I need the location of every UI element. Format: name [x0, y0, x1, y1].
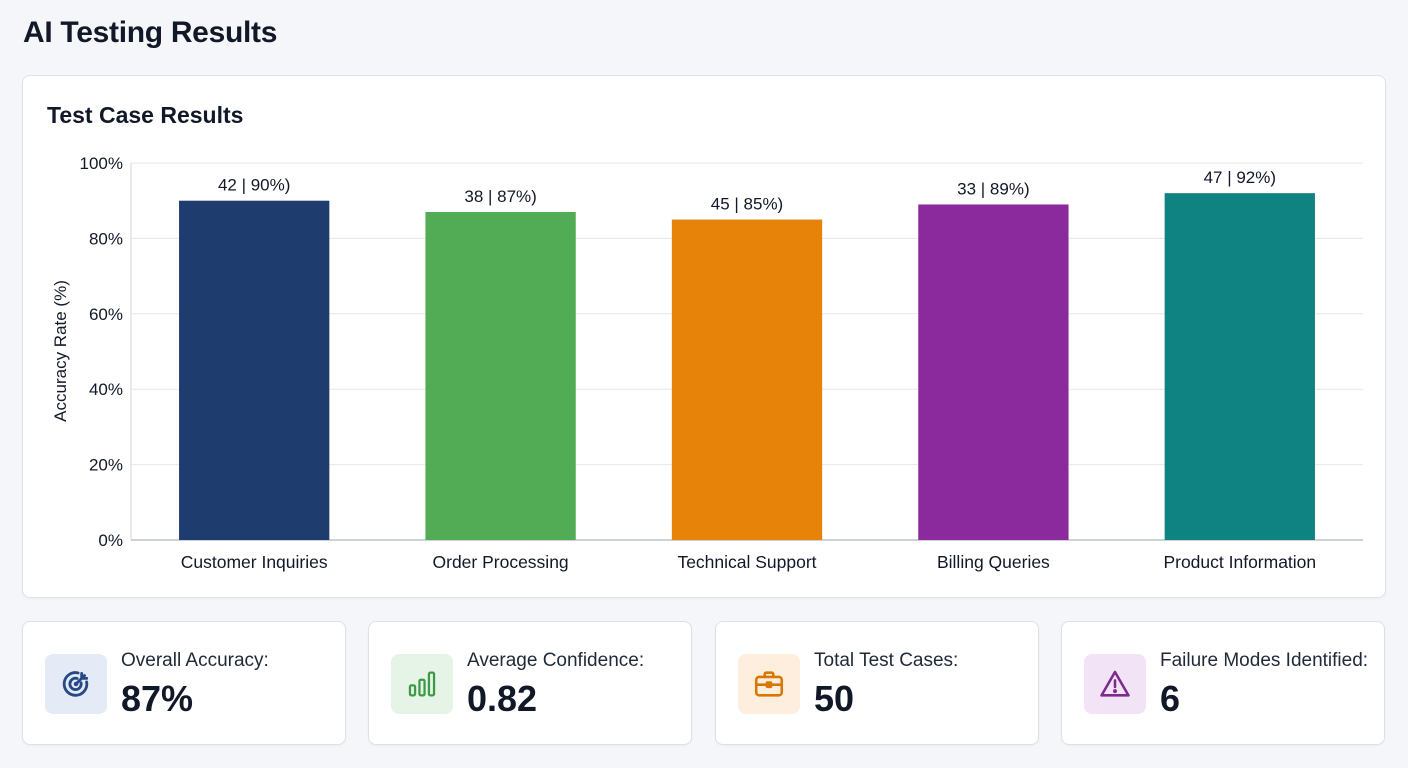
- bar-technical-support: [671, 219, 823, 541]
- stat-label: Total Test Cases:: [814, 650, 959, 671]
- bar-order-processing: [425, 212, 576, 540]
- y-tick-label: 60%: [89, 305, 123, 324]
- chart-title: Test Case Results: [47, 102, 244, 128]
- warning-icon: [1100, 670, 1130, 697]
- briefcase-icon: [754, 671, 784, 697]
- bar-chart-icon: [408, 671, 436, 697]
- y-tick-label: 20%: [89, 456, 123, 475]
- stat-label: Average Confidence:: [467, 650, 645, 671]
- x-tick-label: Billing Queries: [937, 552, 1050, 572]
- stat-icon-box: [391, 654, 453, 714]
- stat-value: 0.82: [467, 678, 538, 719]
- x-tick-label: Technical Support: [677, 552, 816, 572]
- bar-customer-inquiries: [179, 200, 330, 540]
- bar-chart: 0% 20% 40% 60% 80% 100% 42 | 90%) Customer Inqu…: [51, 154, 1363, 572]
- x-tick-label: Customer Inquiries: [181, 552, 328, 572]
- y-tick-label: 80%: [89, 229, 123, 248]
- stat-card-average-confidence: Average Confidence: 0.82: [368, 621, 692, 745]
- stat-label: Failure Modes Identified:: [1160, 650, 1369, 671]
- stat-icon-box: [45, 654, 107, 714]
- data-label: 47 | 92%): [1204, 168, 1276, 187]
- y-tick-label: 0%: [98, 531, 123, 550]
- stat-value: 50: [814, 678, 855, 719]
- stat-value: 87%: [121, 678, 194, 719]
- data-label: 33 | 89%): [957, 179, 1029, 198]
- data-label: 38 | 87%): [464, 187, 536, 206]
- stat-card-failure-modes: Failure Modes Identified: 6: [1061, 621, 1385, 745]
- stat-icon-box: [1084, 654, 1146, 714]
- page-title: AI Testing Results: [23, 16, 278, 49]
- data-label: 42 | 90%): [218, 176, 290, 195]
- target-icon: [62, 671, 89, 697]
- stat-card-overall-accuracy: Overall Accuracy: 87%: [22, 621, 346, 745]
- stat-icon-box: [738, 654, 800, 714]
- bar-product-information: [1164, 193, 1315, 540]
- chart-card: Test Case Results 0% 20% 40% 60% 80% 100% 42 |…: [22, 75, 1386, 598]
- x-tick-label: Order Processing: [433, 552, 569, 572]
- stat-label: Overall Accuracy:: [121, 650, 269, 671]
- data-label: 45 | 85%): [711, 195, 783, 214]
- stat-value: 6: [1160, 678, 1181, 719]
- y-tick-label: 40%: [89, 380, 123, 399]
- stat-card-total-test-cases: Total Test Cases: 50: [715, 621, 1039, 745]
- bar-billing-queries: [918, 204, 1069, 540]
- y-tick-label: 100%: [80, 154, 123, 173]
- y-axis-label: Accuracy Rate (%): [51, 280, 70, 422]
- x-tick-label: Product Information: [1163, 552, 1316, 572]
